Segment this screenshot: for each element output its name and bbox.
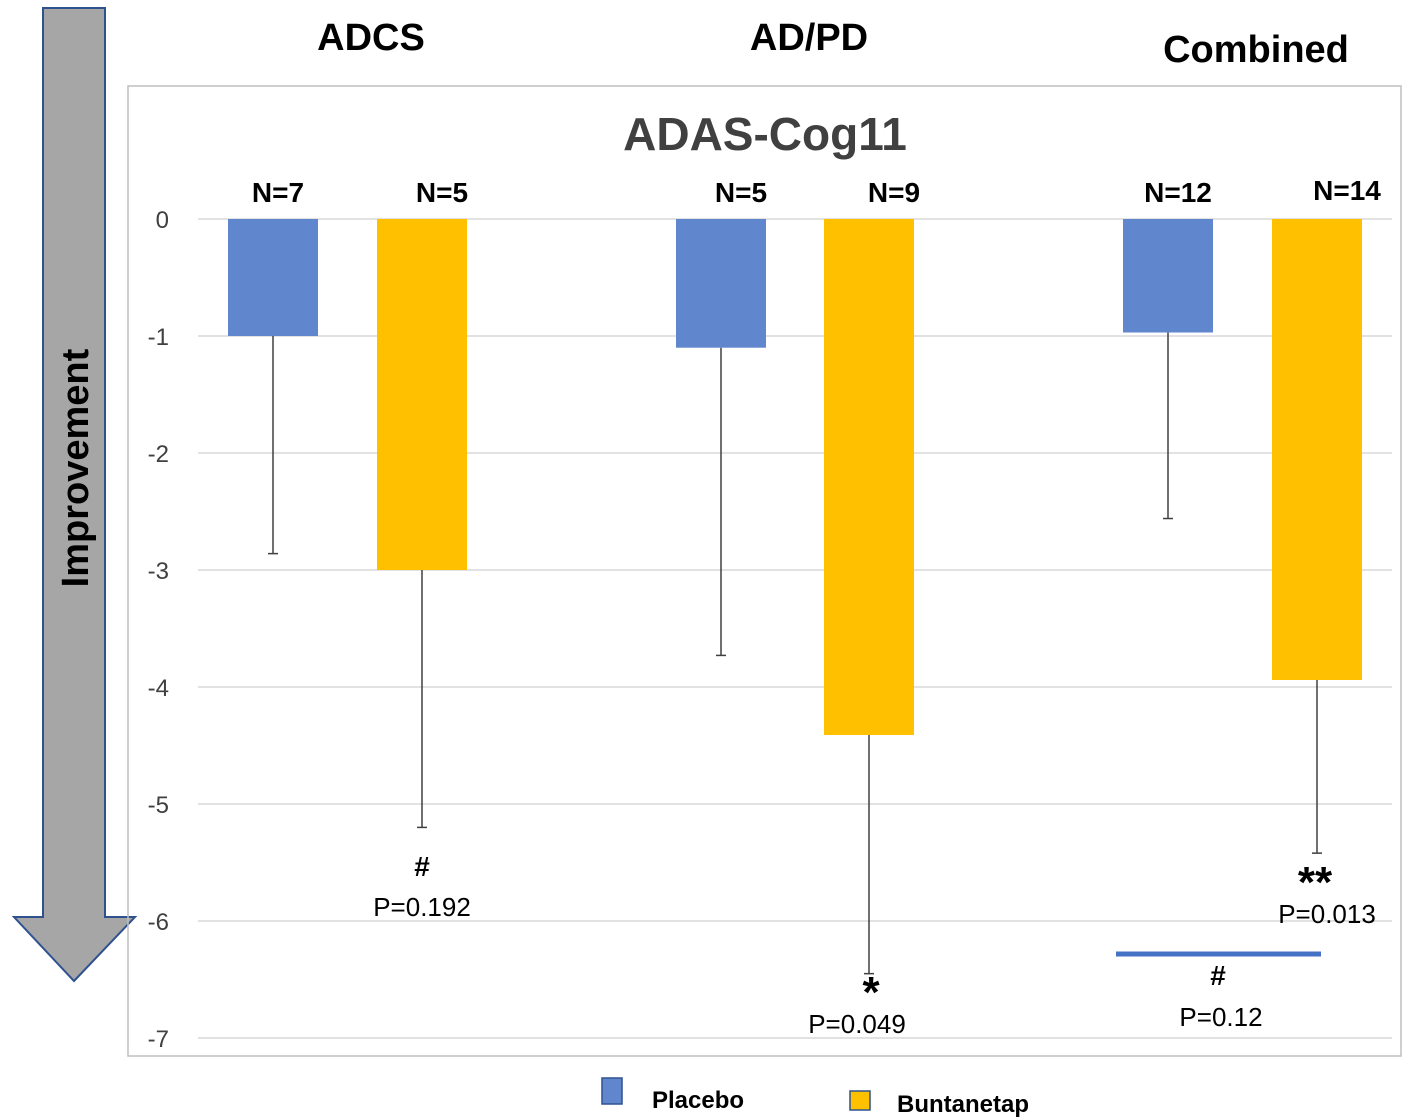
legend-swatch-placebo bbox=[601, 1077, 623, 1105]
bar-buntanetap-2 bbox=[1272, 219, 1362, 680]
y-axis-tick-labels: 0 -1 -2 -3 -4 -5 -6 -7 bbox=[148, 207, 169, 1053]
bar-placebo-1 bbox=[676, 219, 766, 348]
significance-annotations: # P=0.192 *P=0.049 **P=0.013 # P=0.12 bbox=[373, 851, 1376, 1039]
legend-label-buntanetap: Buntanetap bbox=[897, 1091, 1029, 1117]
n-label: N=9 bbox=[868, 177, 920, 208]
improvement-label: Improvement bbox=[55, 348, 97, 587]
group-label-adcs: ADCS bbox=[317, 17, 425, 59]
plot-area-border bbox=[127, 85, 1402, 1057]
y-tick-label: -3 bbox=[148, 558, 169, 585]
n-label: N=12 bbox=[1144, 177, 1212, 208]
y-tick-label: 0 bbox=[156, 207, 169, 234]
bar-buntanetap-1 bbox=[824, 219, 914, 735]
bar-placebo-0 bbox=[228, 219, 318, 336]
y-tick-label: -2 bbox=[148, 441, 169, 468]
significance-symbol: # bbox=[1210, 960, 1226, 991]
y-tick-label: -6 bbox=[148, 909, 169, 936]
y-tick-label: -1 bbox=[148, 324, 169, 351]
error-bars bbox=[268, 332, 1322, 975]
n-label: N=5 bbox=[416, 177, 468, 208]
significance-symbol: # bbox=[414, 851, 430, 882]
improvement-arrow-shape bbox=[11, 7, 138, 983]
legend-label-placebo: Placebo bbox=[652, 1087, 744, 1114]
sample-size-labels: N=7 N=5 N=12 N=5 N=9 N=14 bbox=[252, 175, 1381, 208]
p-value-label: P=0.12 bbox=[1179, 1002, 1262, 1032]
y-tick-label: -4 bbox=[148, 675, 169, 702]
y-tick-label: -7 bbox=[148, 1026, 169, 1053]
bars bbox=[228, 219, 1362, 735]
improvement-arrow: Improvement bbox=[11, 7, 138, 983]
bar-placebo-2 bbox=[1123, 219, 1213, 333]
significance-symbol: ** bbox=[1298, 858, 1333, 907]
p-value-label: P=0.192 bbox=[373, 892, 471, 922]
significance-symbol: * bbox=[862, 968, 880, 1017]
n-label: N=7 bbox=[252, 177, 304, 208]
bar-buntanetap-0 bbox=[377, 219, 467, 570]
y-tick-label: -5 bbox=[148, 792, 169, 819]
n-label: N=5 bbox=[715, 177, 767, 208]
group-label-adpd: AD/PD bbox=[750, 17, 868, 59]
p-value-label: P=0.013 bbox=[1278, 899, 1376, 929]
group-label-combined: Combined bbox=[1163, 29, 1349, 71]
chart-title: ADAS-Cog11 bbox=[623, 108, 907, 160]
legend: Placebo Buntanetap bbox=[601, 1077, 1029, 1117]
p-value-label: P=0.049 bbox=[808, 1009, 906, 1039]
n-label: N=14 bbox=[1313, 175, 1381, 206]
legend-swatch-buntanetap bbox=[849, 1090, 871, 1111]
